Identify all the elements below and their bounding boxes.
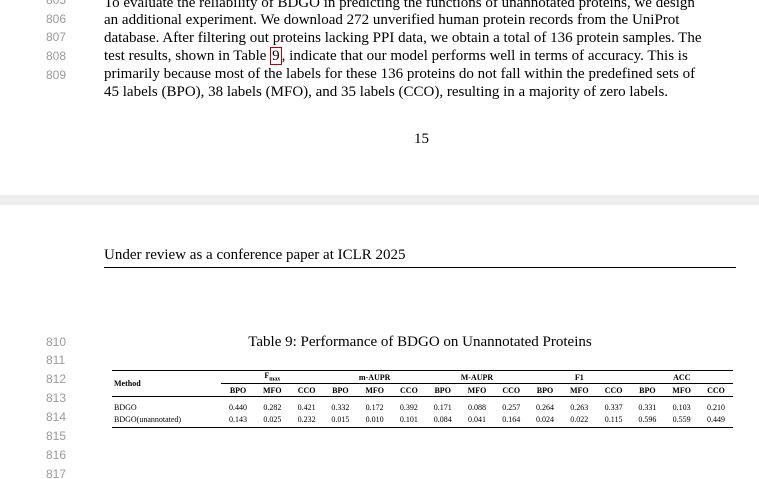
value-cell: 0.164: [494, 413, 529, 428]
value-cell: 0.172: [365, 402, 384, 412]
value-cell: 0.596: [630, 413, 665, 428]
subheader: MFO: [459, 383, 495, 397]
value-cell: 0.449: [699, 413, 733, 428]
value-cell: 0.022: [561, 413, 597, 428]
line-number: 815: [46, 429, 67, 443]
line-number: 812: [46, 372, 67, 386]
subheader: MFO: [254, 383, 290, 397]
paragraph-line: an additional experiment. We download 27…: [104, 12, 680, 28]
running-header: Under review as a conference paper at IC…: [104, 247, 736, 268]
text-run: test results, shown in Table: [104, 48, 271, 64]
subheader: BPO: [630, 383, 665, 397]
group-header: Fmax: [221, 370, 324, 384]
method-header: Method: [112, 370, 222, 397]
value-cell: 0.337: [604, 402, 623, 412]
results-table: Method Fmax m-AUPR M-AUPR F1 ACC BPO MFO…: [112, 370, 733, 428]
line-number: 817: [46, 467, 67, 479]
value-cell: 0.263: [570, 402, 589, 412]
page-16-top: Under review as a conference paper at IC…: [0, 205, 759, 479]
paragraph-line: 45 labels (BPO), 38 labels (MFO), and 35…: [104, 84, 669, 100]
subheader: BPO: [425, 383, 460, 397]
value-cell: 0.024: [528, 413, 562, 428]
value-cell: 0.025: [254, 413, 290, 428]
line-number: 809: [46, 68, 67, 82]
value-cell: 0.559: [664, 413, 700, 428]
value-cell: 0.171: [433, 402, 452, 412]
value-cell: 0.084: [425, 413, 460, 428]
value-cell: 0.010: [357, 413, 393, 428]
value-cell: 0.088: [467, 402, 486, 412]
subheader: BPO: [323, 383, 358, 397]
text-run: , indicate that our model performs well …: [281, 48, 688, 64]
value-cell: 0.257: [502, 402, 521, 412]
value-cell: 0.331: [638, 402, 657, 412]
value-cell: 0.101: [392, 413, 426, 428]
subheader: MFO: [561, 383, 597, 397]
subheader: CCO: [494, 383, 529, 397]
value-cell: 0.103: [672, 402, 691, 412]
subheader: MFO: [357, 383, 393, 397]
subheader: BPO: [528, 383, 562, 397]
subheader: CCO: [289, 383, 324, 397]
group-header: m-AUPR: [323, 370, 426, 384]
value-cell: 0.041: [459, 413, 495, 428]
paragraph-line: test results, shown in Table 9, indicate…: [104, 47, 740, 65]
page-gap: [0, 195, 759, 205]
table-row: BDGO(unannotated) 0.143 0.025 0.232 0.01…: [112, 413, 733, 428]
value-cell: 0.115: [596, 413, 631, 428]
subheader: BPO: [221, 383, 255, 397]
table-caption: Table 9: Performance of BDGO on Unannota…: [248, 334, 592, 350]
group-name: F: [264, 371, 270, 381]
paragraph-line: To evaluate the reliability of BDGO in p…: [104, 0, 695, 11]
line-number: 805: [46, 0, 67, 7]
line-number: 811: [46, 353, 66, 367]
line-number: 814: [46, 410, 67, 424]
page-15-bottom: 805 806 807 808 809 To evaluate the reli…: [0, 0, 759, 195]
value-cell: 0.015: [323, 413, 358, 428]
group-header: F1: [528, 370, 631, 384]
subheader: CCO: [699, 383, 733, 397]
value-cell: 0.421: [297, 402, 316, 412]
line-number: 808: [46, 49, 67, 63]
line-number: 807: [46, 30, 67, 44]
table-reference-link[interactable]: 9: [270, 47, 282, 65]
method-cell: BDGO: [114, 402, 137, 412]
value-cell: 0.143: [221, 413, 255, 428]
value-cell: 0.282: [263, 402, 282, 412]
subheader: CCO: [392, 383, 426, 397]
group-header: M-AUPR: [425, 370, 529, 384]
value-cell: 0.332: [331, 402, 350, 412]
method-cell: BDGO(unannotated): [112, 413, 222, 428]
line-number: 813: [46, 391, 67, 405]
group-header: ACC: [630, 370, 733, 384]
page-number: 15: [414, 131, 429, 147]
line-number: 806: [46, 12, 67, 26]
line-number: 810: [46, 335, 67, 349]
value-cell: 0.232: [289, 413, 324, 428]
table-row: BDGO 0.440 0.282 0.421 0.332 0.172 0.392…: [112, 397, 733, 414]
value-cell: 0.264: [536, 402, 555, 412]
value-cell: 0.210: [707, 402, 726, 412]
line-number: 816: [46, 448, 67, 462]
paragraph-line: primarily because most of the labels for…: [104, 66, 696, 82]
value-cell: 0.440: [229, 402, 248, 412]
subheader: MFO: [664, 383, 700, 397]
value-cell: 0.392: [399, 402, 418, 412]
group-subscript: max: [269, 376, 281, 383]
paragraph-line: database. After filtering out proteins l…: [104, 30, 702, 46]
subheader: CCO: [596, 383, 631, 397]
